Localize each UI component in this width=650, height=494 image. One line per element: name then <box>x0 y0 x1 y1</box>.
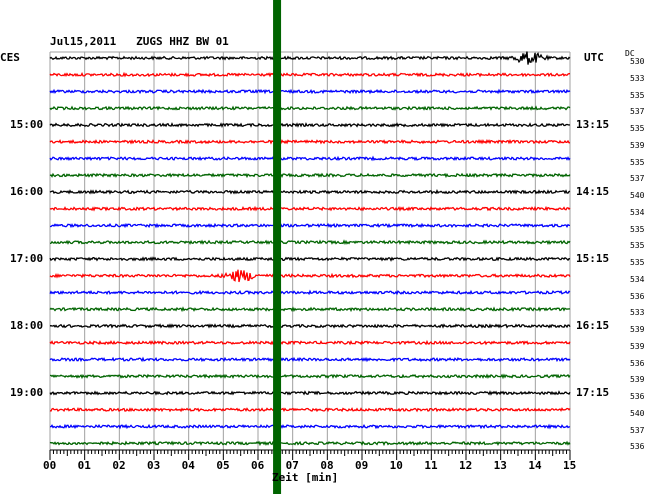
dc-value: 539 <box>630 341 645 351</box>
dc-value: 539 <box>630 140 645 150</box>
dc-value: 533 <box>630 73 645 83</box>
x-tick-label: 04 <box>181 459 195 472</box>
dc-value: 530 <box>630 57 645 66</box>
dc-value: 540 <box>630 191 645 200</box>
x-tick-label: 01 <box>77 459 91 472</box>
x-tick-label: 07 <box>285 459 299 472</box>
right-timezone-label: UTC <box>584 51 604 64</box>
dc-value: 535 <box>630 224 645 234</box>
dc-value: 539 <box>630 325 645 334</box>
x-tick-label: 10 <box>389 459 403 472</box>
seismic-trace <box>49 189 571 195</box>
seismic-trace <box>49 88 571 95</box>
left-hour-label: 19:00 <box>10 386 44 399</box>
right-time-label: 17:15 <box>576 386 610 399</box>
x-tick-label: 00 <box>43 459 57 472</box>
left-hour-label: 16:00 <box>10 185 44 198</box>
x-tick-label: 08 <box>320 459 334 472</box>
dc-value: 534 <box>630 274 645 284</box>
x-tick-label: 14 <box>528 459 542 472</box>
time-marker <box>273 0 282 494</box>
x-tick-label: 12 <box>459 459 473 472</box>
dc-value: 536 <box>630 392 645 401</box>
dc-value: 537 <box>630 107 645 117</box>
seismic-trace <box>49 289 571 296</box>
dc-label: DC <box>625 49 635 58</box>
seismic-trace <box>49 139 571 145</box>
chart-title: Jul15,2011 ZUGS HHZ BW 01 <box>50 35 229 48</box>
dc-value: 536 <box>630 442 645 452</box>
dc-value: 536 <box>630 358 645 368</box>
seismic-trace <box>49 51 571 65</box>
right-time-label: 15:15 <box>576 252 610 265</box>
dc-value: 535 <box>630 90 645 100</box>
seismic-trace <box>49 155 571 162</box>
dc-value: 535 <box>630 124 645 133</box>
seismic-trace <box>49 172 571 179</box>
left-hour-label: 18:00 <box>10 319 44 332</box>
seismic-trace <box>49 306 571 313</box>
x-tick-label: 11 <box>424 459 438 472</box>
dc-value: 534 <box>630 207 645 217</box>
left-hour-label: 17:00 <box>10 252 44 265</box>
x-tick-label: 09 <box>355 459 369 472</box>
dc-value: 535 <box>630 258 645 267</box>
seismic-trace <box>49 205 571 212</box>
dc-value: 535 <box>630 241 645 251</box>
seismic-trace <box>49 269 571 283</box>
dc-value: 539 <box>630 375 645 385</box>
seismic-trace <box>49 440 571 447</box>
seismic-trace <box>49 373 571 380</box>
minute-grid <box>49 51 571 450</box>
seismic-trace <box>49 239 571 246</box>
seismic-trace <box>49 407 571 413</box>
dc-value: 537 <box>630 425 645 435</box>
x-tick-label: 06 <box>251 459 265 472</box>
time-marker-bar <box>273 0 282 494</box>
dc-value: 535 <box>630 157 645 167</box>
right-time-label: 16:15 <box>576 319 610 332</box>
right-time-label: 13:15 <box>576 118 610 131</box>
trace-group <box>49 51 571 447</box>
x-tick-label: 03 <box>147 459 161 472</box>
dc-value: 537 <box>630 174 645 184</box>
seismic-trace <box>49 339 571 346</box>
dc-value: 536 <box>630 291 645 301</box>
seismic-trace <box>49 323 571 329</box>
x-tick-label: 02 <box>112 459 126 472</box>
dc-value: 533 <box>630 308 645 318</box>
left-timezone-label: CES <box>0 51 20 64</box>
dc-value: 540 <box>630 408 645 418</box>
seismic-trace <box>49 256 571 262</box>
x-tick-label: 13 <box>493 459 507 472</box>
x-tick-label: 15 <box>563 459 577 472</box>
seismic-trace <box>49 105 571 111</box>
left-hour-label: 15:00 <box>10 118 44 131</box>
seismic-trace <box>49 122 571 128</box>
x-axis-label: Zeit [min] <box>272 471 339 484</box>
seismic-trace <box>49 390 571 396</box>
seismic-trace <box>49 423 571 430</box>
seismic-trace <box>50 222 570 229</box>
seismic-trace <box>49 71 570 78</box>
right-time-label: 14:15 <box>576 185 610 198</box>
seismic-trace <box>49 356 571 363</box>
time-axis <box>49 449 571 460</box>
x-tick-label: 05 <box>216 459 230 472</box>
